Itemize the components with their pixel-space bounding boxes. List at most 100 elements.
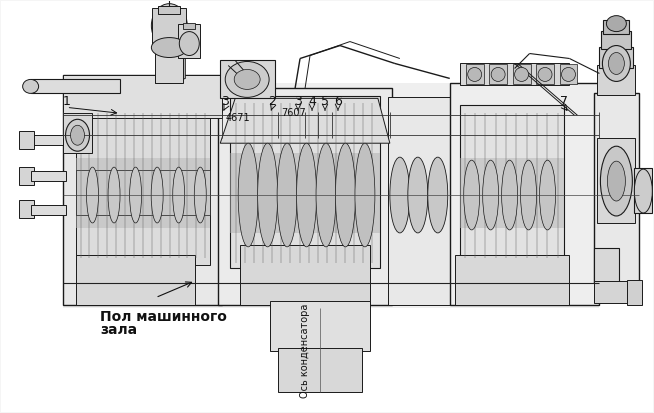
Bar: [460, 158, 564, 228]
Ellipse shape: [151, 4, 187, 47]
Ellipse shape: [234, 69, 260, 89]
Text: 7607: 7607: [281, 108, 305, 118]
Bar: [270, 301, 370, 351]
Bar: [278, 347, 362, 392]
Bar: [220, 60, 275, 98]
Text: 3: 3: [221, 95, 229, 108]
Ellipse shape: [258, 143, 277, 247]
Ellipse shape: [502, 160, 517, 230]
Text: 4: 4: [308, 95, 316, 108]
Ellipse shape: [538, 67, 552, 81]
Bar: [594, 281, 629, 303]
Bar: [602, 31, 631, 49]
Ellipse shape: [355, 143, 375, 247]
Ellipse shape: [71, 125, 84, 145]
Bar: [536, 64, 554, 84]
Ellipse shape: [515, 67, 528, 81]
Ellipse shape: [634, 169, 652, 213]
Bar: [230, 96, 380, 268]
Ellipse shape: [194, 167, 206, 223]
Ellipse shape: [428, 157, 448, 233]
Ellipse shape: [390, 157, 410, 233]
Bar: [179, 24, 200, 59]
Bar: [63, 113, 92, 153]
Bar: [218, 88, 392, 305]
Bar: [19, 167, 33, 185]
Polygon shape: [63, 83, 600, 308]
Bar: [560, 64, 577, 84]
Ellipse shape: [491, 67, 505, 81]
Bar: [75, 170, 210, 215]
Bar: [627, 280, 642, 305]
Bar: [75, 255, 196, 305]
Bar: [19, 131, 33, 149]
Bar: [63, 76, 222, 118]
Text: Ось конденсатора: Ось конденсатора: [300, 303, 310, 398]
Ellipse shape: [562, 67, 576, 81]
Text: зала: зала: [101, 323, 137, 337]
Text: 5: 5: [321, 95, 329, 108]
Text: 2: 2: [268, 95, 276, 108]
Ellipse shape: [238, 143, 258, 247]
Bar: [600, 47, 633, 69]
Ellipse shape: [602, 45, 630, 81]
Ellipse shape: [151, 167, 163, 223]
Ellipse shape: [521, 160, 536, 230]
Bar: [31, 205, 65, 215]
Text: 7: 7: [560, 95, 568, 108]
Bar: [460, 64, 570, 85]
Text: 1: 1: [63, 95, 71, 108]
Ellipse shape: [129, 167, 142, 223]
Bar: [156, 43, 183, 83]
Bar: [75, 158, 210, 228]
Ellipse shape: [483, 160, 498, 230]
Bar: [450, 83, 600, 305]
Bar: [183, 23, 196, 28]
Bar: [31, 135, 63, 145]
Ellipse shape: [179, 31, 199, 55]
Bar: [455, 255, 570, 305]
Ellipse shape: [608, 161, 625, 201]
Bar: [597, 66, 635, 95]
Ellipse shape: [173, 167, 184, 223]
Bar: [158, 6, 181, 14]
Polygon shape: [156, 59, 185, 83]
Ellipse shape: [540, 160, 555, 230]
Bar: [489, 64, 507, 84]
Bar: [604, 20, 629, 33]
Bar: [594, 248, 619, 283]
Text: 4671: 4671: [226, 113, 250, 123]
Ellipse shape: [65, 119, 90, 151]
Bar: [513, 64, 530, 84]
Text: 6: 6: [334, 95, 342, 108]
Polygon shape: [63, 76, 222, 305]
Bar: [460, 105, 564, 265]
Ellipse shape: [86, 167, 99, 223]
Text: 3: 3: [294, 95, 302, 108]
Ellipse shape: [464, 160, 479, 230]
Bar: [466, 64, 484, 84]
Bar: [31, 171, 65, 181]
Ellipse shape: [296, 143, 317, 247]
Text: Пол машинного: Пол машинного: [101, 310, 228, 324]
Bar: [240, 245, 370, 305]
Ellipse shape: [316, 143, 336, 247]
Bar: [388, 97, 455, 305]
Bar: [75, 110, 210, 265]
Ellipse shape: [108, 167, 120, 223]
Bar: [152, 8, 186, 47]
Ellipse shape: [408, 157, 428, 233]
Bar: [634, 168, 652, 213]
Bar: [19, 200, 33, 218]
Ellipse shape: [468, 67, 481, 81]
Bar: [597, 138, 635, 223]
Ellipse shape: [608, 52, 625, 74]
Bar: [230, 153, 380, 233]
Ellipse shape: [23, 79, 39, 93]
Ellipse shape: [277, 143, 297, 247]
Ellipse shape: [225, 62, 269, 97]
Bar: [594, 93, 640, 283]
Ellipse shape: [336, 143, 355, 247]
Ellipse shape: [606, 16, 627, 31]
Ellipse shape: [151, 38, 187, 57]
